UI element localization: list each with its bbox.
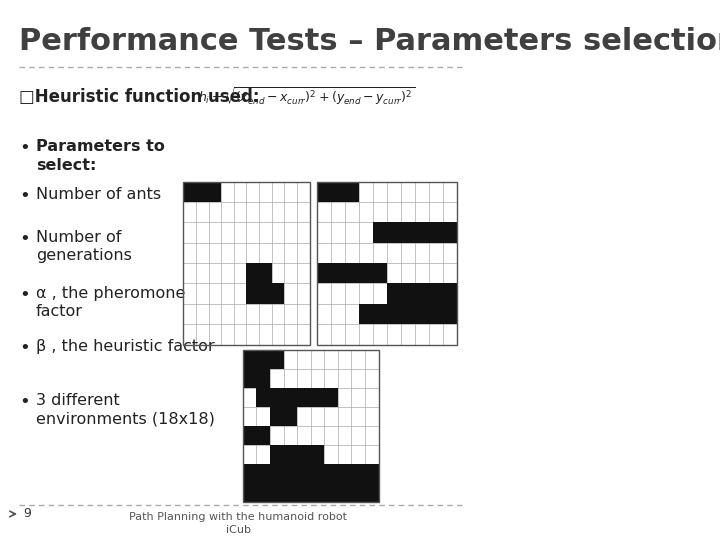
Text: 9: 9 (23, 508, 31, 521)
Bar (297, 445, 311, 464)
Bar (270, 483, 284, 502)
Text: •: • (19, 187, 30, 205)
Bar (317, 181, 330, 202)
Bar (256, 388, 270, 407)
Bar (284, 445, 297, 464)
Bar (429, 222, 443, 243)
Bar (359, 263, 373, 284)
Text: •: • (19, 230, 30, 248)
Bar (401, 304, 415, 324)
Bar (270, 388, 284, 407)
Bar (311, 464, 324, 483)
Bar (209, 181, 221, 202)
Bar (443, 222, 457, 243)
Bar (243, 426, 256, 445)
Text: Number of ants: Number of ants (36, 187, 161, 202)
Bar (311, 445, 324, 464)
Text: β , the heuristic factor: β , the heuristic factor (36, 339, 215, 354)
Bar (429, 304, 443, 324)
Bar (184, 181, 310, 345)
Bar (373, 222, 387, 243)
Bar (243, 350, 379, 502)
Bar (330, 181, 345, 202)
Bar (259, 263, 271, 284)
Bar (284, 407, 297, 426)
Bar (317, 181, 457, 345)
Bar (387, 284, 401, 304)
Bar (243, 464, 256, 483)
Bar (284, 388, 297, 407)
Text: •: • (19, 286, 30, 304)
Bar (243, 350, 256, 369)
Bar (196, 181, 209, 202)
Bar (365, 483, 379, 502)
Text: $h_i - \sqrt{(x_{end} - x_{curr})^2 + (y_{end} - y_{curr})^2}$: $h_i - \sqrt{(x_{end} - x_{curr})^2 + (y… (197, 85, 415, 107)
Bar (311, 388, 324, 407)
Bar (256, 464, 270, 483)
Bar (256, 350, 270, 369)
Text: Parameters to
select:: Parameters to select: (36, 139, 165, 172)
Bar (415, 222, 429, 243)
Bar (373, 304, 387, 324)
Bar (429, 284, 443, 304)
Bar (415, 304, 429, 324)
Bar (345, 181, 359, 202)
Bar (324, 464, 338, 483)
Bar (365, 464, 379, 483)
Bar (246, 263, 259, 284)
Bar (317, 263, 330, 284)
Bar (373, 263, 387, 284)
Bar (338, 464, 351, 483)
Bar (297, 388, 311, 407)
Bar (256, 369, 270, 388)
Bar (243, 483, 256, 502)
Bar (351, 464, 365, 483)
Bar (297, 464, 311, 483)
Bar (246, 284, 259, 304)
Bar (256, 426, 270, 445)
Bar (401, 284, 415, 304)
Text: □Heuristic function used:: □Heuristic function used: (19, 88, 259, 106)
Bar (359, 304, 373, 324)
Text: Performance Tests – Parameters selection (1): Performance Tests – Parameters selection… (19, 26, 720, 56)
Bar (387, 304, 401, 324)
Text: •: • (19, 393, 30, 411)
Bar (387, 222, 401, 243)
Bar (338, 483, 351, 502)
Bar (324, 483, 338, 502)
Bar (415, 284, 429, 304)
Bar (184, 181, 196, 202)
Text: Number of
generations: Number of generations (36, 230, 132, 264)
Bar (443, 304, 457, 324)
Text: α , the pheromone
factor: α , the pheromone factor (36, 286, 185, 320)
Bar (271, 284, 284, 304)
Bar (401, 222, 415, 243)
Bar (270, 445, 284, 464)
Bar (270, 464, 284, 483)
Bar (256, 483, 270, 502)
Text: •: • (19, 339, 30, 357)
Bar (297, 483, 311, 502)
Bar (311, 483, 324, 502)
Bar (284, 464, 297, 483)
Text: 3 different
environments (18x18): 3 different environments (18x18) (36, 393, 215, 426)
Text: Path Planning with the humanoid robot
iCub: Path Planning with the humanoid robot iC… (129, 512, 347, 535)
Bar (284, 483, 297, 502)
Bar (351, 483, 365, 502)
Bar (243, 369, 256, 388)
Bar (259, 284, 271, 304)
Text: •: • (19, 139, 30, 157)
Bar (443, 284, 457, 304)
Bar (324, 388, 338, 407)
Bar (270, 350, 284, 369)
Bar (330, 263, 345, 284)
Bar (270, 407, 284, 426)
Bar (345, 263, 359, 284)
